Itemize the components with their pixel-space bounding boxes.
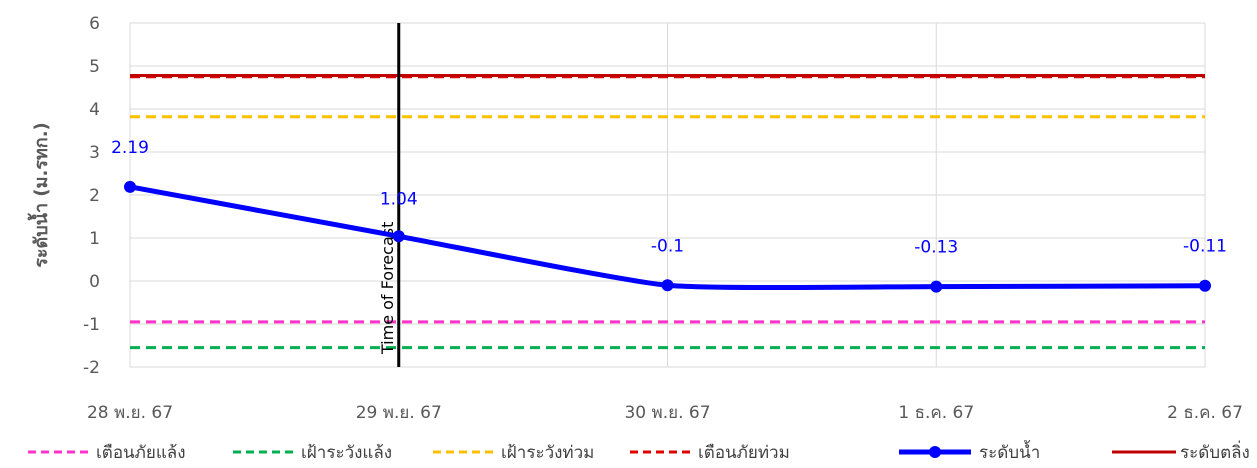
data-label: -0.1 [651, 236, 684, 256]
y-tick-label: -1 [83, 315, 100, 335]
y-tick-label: -2 [83, 358, 100, 378]
data-point [661, 279, 674, 292]
series-layer: 2.19 1.04 -0.1 -0.13 -0.11 [111, 138, 1227, 293]
y-tick-label: 1 [89, 229, 100, 249]
y-tick-label: 4 [89, 100, 100, 120]
data-point [930, 280, 943, 293]
legend-label: เตือนภัยแล้ง [96, 443, 186, 463]
data-point [124, 180, 136, 193]
data-point [392, 230, 405, 243]
x-tick-label: 30 พ.ย. 67 [624, 403, 710, 423]
y-tick-label: 3 [89, 143, 100, 163]
legend-label: ระดับตลิ่ง [1180, 440, 1250, 463]
legend-label: เฝ้าระวังแล้ง [301, 443, 392, 463]
y-tick-label: 2 [89, 186, 100, 206]
legend-label: เฝ้าระวังท่วม [501, 443, 594, 463]
legend-label: ระดับน้ำ [979, 440, 1040, 463]
x-tick-label: 2 ธ.ค. 67 [1167, 403, 1243, 423]
data-label: -0.13 [914, 238, 958, 258]
legend-marker [929, 446, 941, 458]
reference-lines [130, 73, 1205, 350]
data-label: 2.19 [111, 138, 149, 158]
y-axis-label: ระดับน้ำ (ม.รทก.) [27, 122, 52, 268]
forecast-marker: Time of Forecast [378, 23, 401, 367]
x-tick-label: 1 ธ.ค. 67 [898, 403, 974, 423]
forecast-label: Time of Forecast [378, 222, 397, 355]
x-axis-ticks: 28 พ.ย. 67 29 พ.ย. 67 30 พ.ย. 67 1 ธ.ค. 67 2… [87, 403, 1243, 423]
data-label: -0.11 [1183, 237, 1227, 257]
x-tick-label: 28 พ.ย. 67 [87, 403, 173, 423]
data-label: 1.04 [380, 189, 418, 209]
y-tick-label: 6 [89, 14, 100, 34]
legend-label: เตือนภัยท่วม [698, 443, 790, 463]
y-axis-ticks: 6 5 4 3 2 1 0 -1 -2 [83, 14, 100, 378]
legend: เตือนภัยแล้ง เฝ้าระวังแล้ง เฝ้าระวังท่วม เต… [28, 440, 1250, 463]
y-tick-label: 5 [89, 57, 100, 77]
y-tick-label: 0 [89, 272, 100, 292]
data-point [1199, 279, 1211, 292]
x-tick-label: 29 พ.ย. 67 [356, 403, 442, 423]
